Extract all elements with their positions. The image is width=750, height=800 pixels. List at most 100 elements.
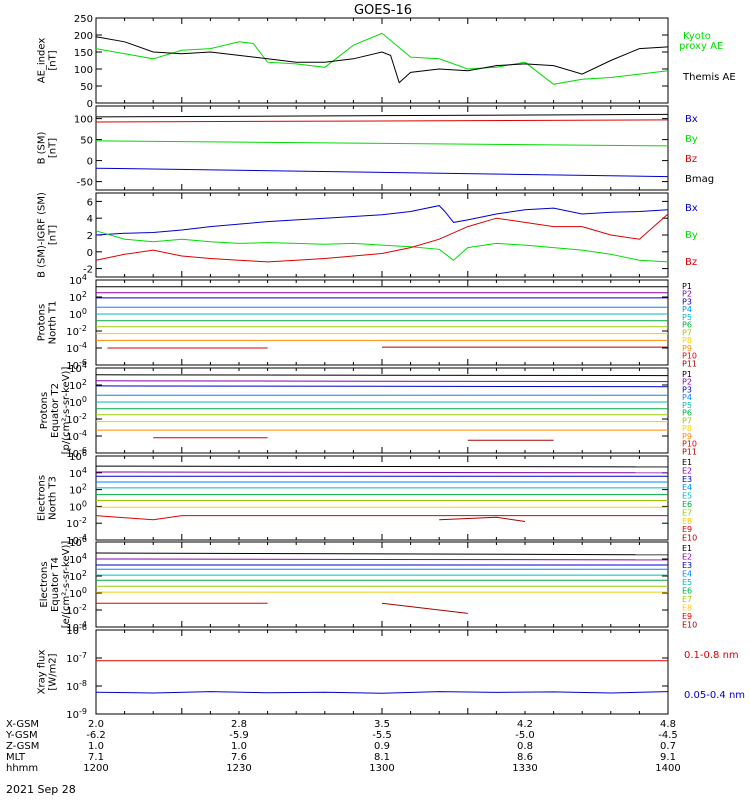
legend-p9: P9 (682, 432, 692, 441)
xaxis-value: 2.8 (231, 719, 247, 730)
y-axis-label: North T1 (48, 301, 59, 345)
xaxis-value: -5.0 (515, 730, 535, 741)
legend-0-05-0-4-nm: 0.05-0.4 nm (684, 690, 745, 701)
xaxis-value: 1.0 (88, 741, 104, 752)
y-tick-label: 10-6 (66, 358, 87, 372)
y-tick-label: -2 (83, 265, 93, 276)
y-axis-label: [W/m2] (48, 653, 59, 690)
xaxis-value: 4.2 (517, 719, 533, 730)
y-tick-label: 0 (87, 157, 93, 168)
date-label: 2021 Sep 28 (6, 783, 76, 796)
xaxis-value: 1300 (369, 763, 394, 774)
legend-by: By (685, 134, 698, 145)
y-tick-label: 10-2 (66, 412, 87, 426)
y-axis-label: B (SM)-IGRF (SM) (37, 192, 48, 278)
panel-pe: 104 102 100 10-2 10-4 10-6 Protons Equator T2 [p… (39, 361, 697, 460)
y-tick-label: 10-9 (66, 707, 87, 721)
xaxis-value: 1230 (226, 763, 251, 774)
y-axis-label: Equator T4 (50, 557, 61, 612)
y-tick-label: 10-4 (66, 341, 87, 355)
legend-p10: P10 (682, 440, 697, 449)
y-tick-label: 0 (87, 99, 93, 110)
legend-bz: Bz (685, 154, 697, 165)
y-tick-label: 102 (69, 378, 87, 392)
xaxis-row-label: hhmm (6, 763, 38, 774)
legend-p5: P5 (682, 313, 692, 322)
legend-e10: E10 (682, 621, 697, 630)
legend-bmag: Bmag (685, 174, 714, 185)
legend-p6: P6 (682, 321, 692, 330)
legend-e2: E2 (682, 466, 692, 475)
y-tick-label: 10-6 (66, 446, 87, 460)
panel-frame (95, 455, 669, 541)
panel-pn: 104 102 100 10-2 10-4 10-6 Protons North T1 P1P2… (37, 273, 698, 372)
series-line-bx (95, 167, 669, 178)
y-axis-label: [nT] (48, 50, 59, 70)
y-tick-label: 10-4 (66, 533, 87, 547)
panel-ee: 106 104 102 100 10-2 10-4 Electrons Equator T4[… (39, 535, 697, 634)
legend-p4: P4 (682, 393, 692, 402)
legend-0-1-0-8-nm: 0.1-0.8 nm (684, 650, 739, 661)
y-tick-label: 10-8 (66, 679, 87, 693)
y-tick-label: 104 (69, 552, 87, 566)
series-line-e10 (439, 516, 526, 522)
panel-frame (95, 192, 669, 278)
series-line-kyoto-proxy-ae (95, 32, 669, 85)
xaxis-value: 0.8 (517, 741, 533, 752)
y-tick-label: 102 (69, 483, 87, 497)
y-tick-label: 100 (69, 586, 87, 600)
xaxis-value: 1.0 (231, 741, 247, 752)
legend-p5: P5 (682, 401, 692, 410)
y-tick-label: 50 (80, 136, 93, 147)
y-axis-label: Electrons (39, 561, 50, 607)
y-axis-label: [e/(cm²-s-sr-keV)] (61, 541, 72, 629)
y-tick-label: 10-6 (66, 623, 87, 637)
y-tick-label: 200 (74, 31, 93, 42)
series-line-e2 (95, 558, 669, 561)
series-line-bz (95, 213, 669, 263)
panel-xray: 10-6 10-7 10-8 10-9 Xray flux [W/m2] 0.1-0.8 n… (37, 623, 746, 721)
y-axis-label: [nT] (48, 138, 59, 158)
xaxis-value: 0.9 (374, 741, 390, 752)
y-tick-label: 6 (87, 197, 93, 208)
xaxis-value: 1400 (655, 763, 680, 774)
y-tick-label: 250 (74, 14, 93, 25)
legend-e3: E3 (682, 475, 692, 484)
panel-db: -2 0 2 4 6 B (SM)-IGRF (SM) [nT] Bx By Bz (37, 192, 698, 278)
legend-e6: E6 (682, 500, 692, 509)
y-axis-label: B (SM) (37, 131, 48, 164)
y-axis-label: Protons (37, 304, 48, 341)
panel-b: -50 0 50 100 B (SM) [nT] Bx By Bz Bmag (37, 105, 714, 191)
xaxis-value: -6.2 (86, 730, 106, 741)
y-tick-label: 106 (69, 449, 87, 463)
y-tick-label: 10-4 (66, 620, 87, 634)
xaxis-row-label: X-GSM (6, 719, 39, 730)
y-tick-label: 0 (87, 248, 93, 259)
y-axis-label: [p/(cm²-s-sr-keV)] (61, 367, 72, 455)
y-tick-label: 100 (69, 395, 87, 409)
y-tick-label: 10-2 (66, 603, 87, 617)
legend-e5: E5 (682, 492, 692, 501)
legend-e4: E4 (682, 483, 692, 492)
xaxis-value: 3.5 (374, 719, 390, 730)
y-axis-label: North T3 (48, 476, 59, 520)
legend-e8: E8 (682, 604, 692, 613)
series-line-p3 (95, 385, 669, 388)
legend-e8: E8 (682, 517, 692, 526)
xaxis-value: 0.7 (660, 741, 676, 752)
series-line-bz (95, 119, 669, 123)
legend-p7: P7 (682, 416, 692, 425)
legend-e4: E4 (682, 570, 692, 579)
legend-e9: E9 (682, 525, 692, 534)
legend-e5: E5 (682, 578, 692, 587)
legend-bx: Bx (685, 203, 698, 214)
figure-title: GOES-16 (354, 3, 412, 18)
y-axis-label: Electrons (37, 475, 48, 521)
legend-e7: E7 (682, 595, 692, 604)
series-line-e10 (381, 602, 468, 614)
series-line-p1 (95, 374, 669, 377)
xaxis-table: X-GSM 2.0 2.8 3.5 4.2 4.8 Y-GSM -6.2 -5.9 -5.5 -5.… (5, 719, 681, 774)
series-line-e1 (95, 465, 669, 468)
xaxis-value: 4.8 (660, 719, 676, 730)
